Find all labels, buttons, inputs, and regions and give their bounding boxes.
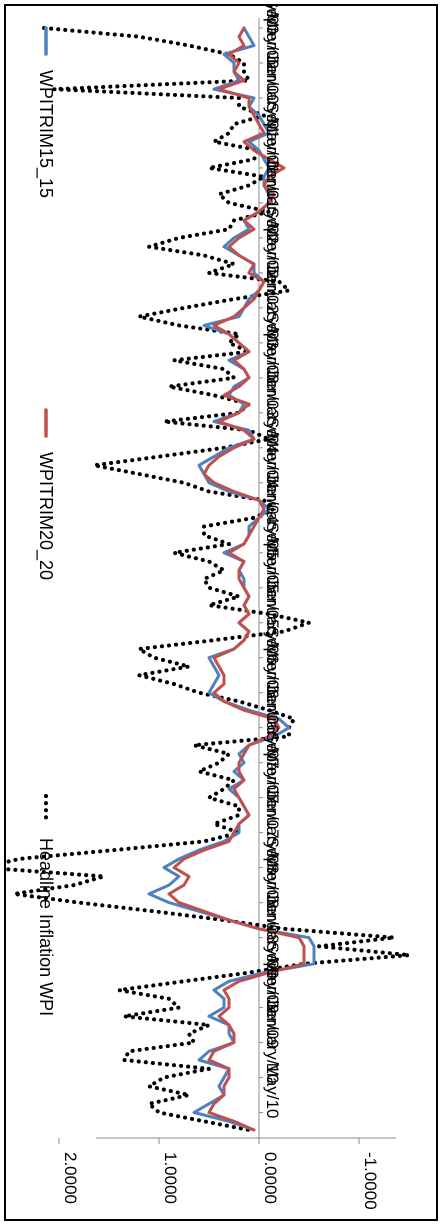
category-tick-label: January/02 (263, 160, 282, 244)
legend-label: Headline Inflation WPI (36, 838, 56, 1016)
category-tick-label: January/06 (263, 580, 282, 664)
category-tick-label: September/06 (263, 627, 282, 734)
category-tick-label: May/04 (263, 433, 282, 489)
line-chart: 3.00002.00001.00000.0000-1.0000-2.0000Ja… (6, 6, 411, 1210)
axes: 3.00002.00001.00000.0000-1.0000-2.0000Ja… (58, 6, 396, 1210)
value-tick-label: -1.0000 (361, 1152, 380, 1210)
category-tick-label: September/00 (263, 6, 282, 104)
legend-label: WPITRIM15_15 (35, 70, 56, 198)
category-tick-label: September/03 (263, 312, 282, 419)
category-tick-label: May/10 (263, 1063, 282, 1119)
category-tick-label: May/02 (263, 223, 282, 279)
category-tick-label: September/04 (263, 417, 282, 524)
series-line-headline-inflation-wpi (6, 26, 411, 1132)
category-tick-label: May/00 (263, 13, 282, 69)
value-tick-label: 1.0000 (161, 1152, 180, 1204)
category-tick-label: January/05 (263, 475, 282, 559)
category-tick-label: January/09 (263, 894, 282, 978)
value-tick-label: 2.0000 (61, 1152, 80, 1204)
chart-frame: 3.00002.00001.00000.0000-1.0000-2.0000Ja… (4, 4, 438, 1221)
category-tick-label: September/08 (263, 837, 282, 944)
category-tick-label: January/08 (263, 789, 282, 873)
category-tick-label: January/07 (263, 685, 282, 769)
value-tick-label: 0.0000 (261, 1152, 280, 1204)
category-tick-label: May/05 (263, 538, 282, 594)
category-tick-label: September/02 (263, 207, 282, 314)
category-tick-label: September/05 (263, 522, 282, 629)
series-line-wpitrim20-20 (167, 26, 306, 1132)
legend-label: WPITRIM20_20 (35, 452, 56, 580)
category-tick-label: January/10 (263, 999, 282, 1083)
category-tick-label: May/03 (263, 328, 282, 384)
category-tick-label: September/09 (263, 942, 282, 1049)
category-tick-label: September/01 (263, 102, 282, 209)
category-tick-label: May/09 (263, 958, 282, 1014)
series-layer (6, 26, 411, 1132)
legend: WPITRIM15_15 WPITRIM20_20 Headline Inflati… (35, 26, 56, 1016)
category-tick-label: May/08 (263, 853, 282, 909)
category-tick-label: January/01 (263, 55, 282, 139)
category-tick-label: January/03 (263, 265, 282, 349)
category-tick-label: January/00 (263, 6, 282, 34)
category-tick-label: January/04 (263, 370, 282, 454)
category-tick-label: May/07 (263, 748, 282, 804)
category-tick-label: September/07 (263, 732, 282, 839)
category-tick-label: May/06 (263, 643, 282, 699)
category-tick-label: May/01 (263, 118, 282, 174)
series-line-wpitrim15-15 (147, 26, 316, 1132)
